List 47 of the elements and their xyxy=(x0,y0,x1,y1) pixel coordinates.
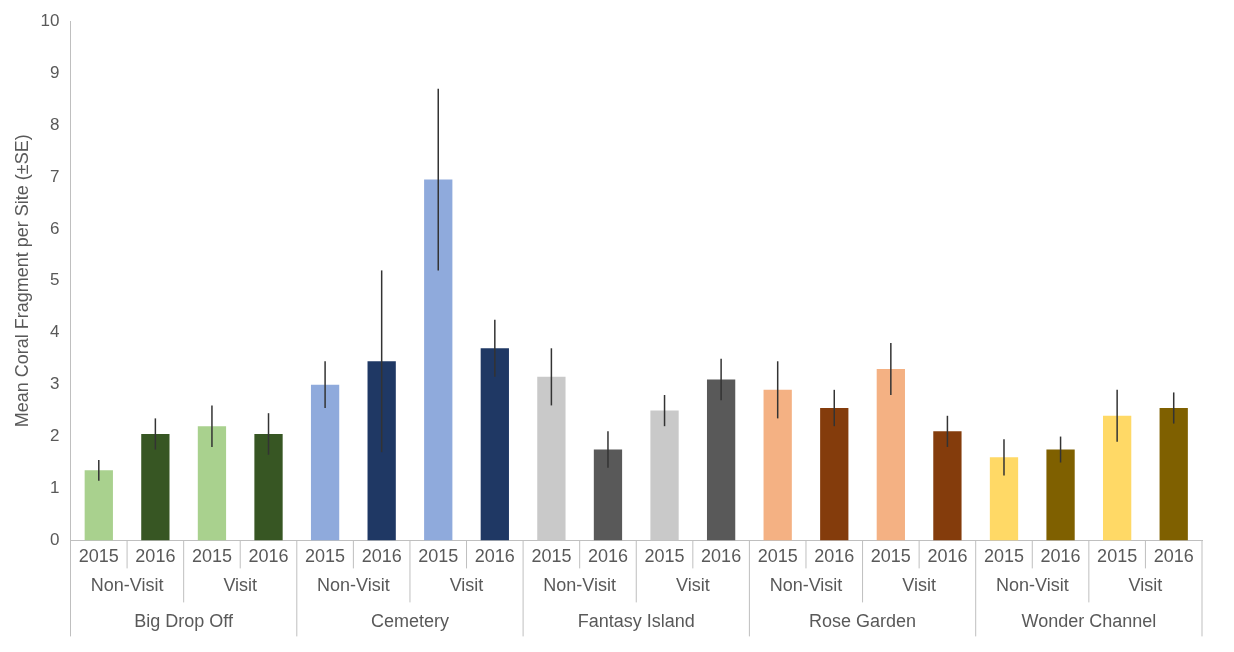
text: Visit xyxy=(675,575,710,596)
x-tick-label: 2015 xyxy=(757,546,798,567)
x-tick-label: 2015 xyxy=(191,546,232,567)
y-tick-label: 6 xyxy=(50,218,60,238)
x-tick-label: 2016 xyxy=(701,546,742,567)
text: Non-Visit xyxy=(769,575,843,596)
x-tick-label: 2015 xyxy=(418,546,459,567)
x-tick-label: 2016 xyxy=(361,546,402,567)
x-tick-label: 2016 xyxy=(135,546,176,567)
x-tick-label: 2016 xyxy=(587,546,628,567)
x-tick-label: 2016 xyxy=(1153,546,1194,567)
y-tick-label: 10 xyxy=(40,10,60,30)
y-tick-label: 9 xyxy=(50,62,60,82)
x-tick-label: 2015 xyxy=(983,546,1025,567)
y-tick-label: 1 xyxy=(50,478,60,498)
x-tick-label: 2016 xyxy=(1040,546,1081,567)
x-tick-label: 2016 xyxy=(474,546,515,567)
y-tick-label: 0 xyxy=(50,530,60,550)
y-tick-label: 4 xyxy=(50,322,60,342)
y-tick-label: 5 xyxy=(50,270,60,290)
x-tick-label: 2016 xyxy=(927,546,968,567)
text: Non-Visit xyxy=(90,575,164,596)
text: Big Drop Off xyxy=(134,611,235,632)
text: Visit xyxy=(902,575,936,596)
x-tick-label: 2015 xyxy=(78,546,119,567)
y-tick-label: 3 xyxy=(50,374,60,394)
y-tick-label: 2 xyxy=(50,426,60,446)
text: Visit xyxy=(449,575,484,596)
x-tick-label: 2016 xyxy=(814,546,855,567)
text: Visit xyxy=(223,575,258,596)
x-tick-label: 2015 xyxy=(644,546,685,567)
y-axis-title: Mean Coral Fragment per Site (±SE) xyxy=(11,134,32,428)
y-tick-label: 8 xyxy=(50,114,60,134)
text: Cemetery xyxy=(370,611,449,632)
text: Visit xyxy=(1128,575,1163,596)
text: Wonder Channel xyxy=(1021,611,1157,632)
text: Rose Garden xyxy=(809,611,917,632)
text: Non-Visit xyxy=(317,575,390,596)
x-tick-label: 2016 xyxy=(248,546,289,567)
text: Fantasy Island xyxy=(577,611,695,632)
y-tick-label: 7 xyxy=(50,166,60,186)
text: Non-Visit xyxy=(995,575,1069,596)
x-tick-label: 2015 xyxy=(870,546,911,567)
x-tick-label: 2015 xyxy=(531,546,572,567)
x-tick-label: 2015 xyxy=(305,546,346,567)
text: Non-Visit xyxy=(543,575,617,596)
x-tick-label: 2015 xyxy=(1097,546,1138,567)
